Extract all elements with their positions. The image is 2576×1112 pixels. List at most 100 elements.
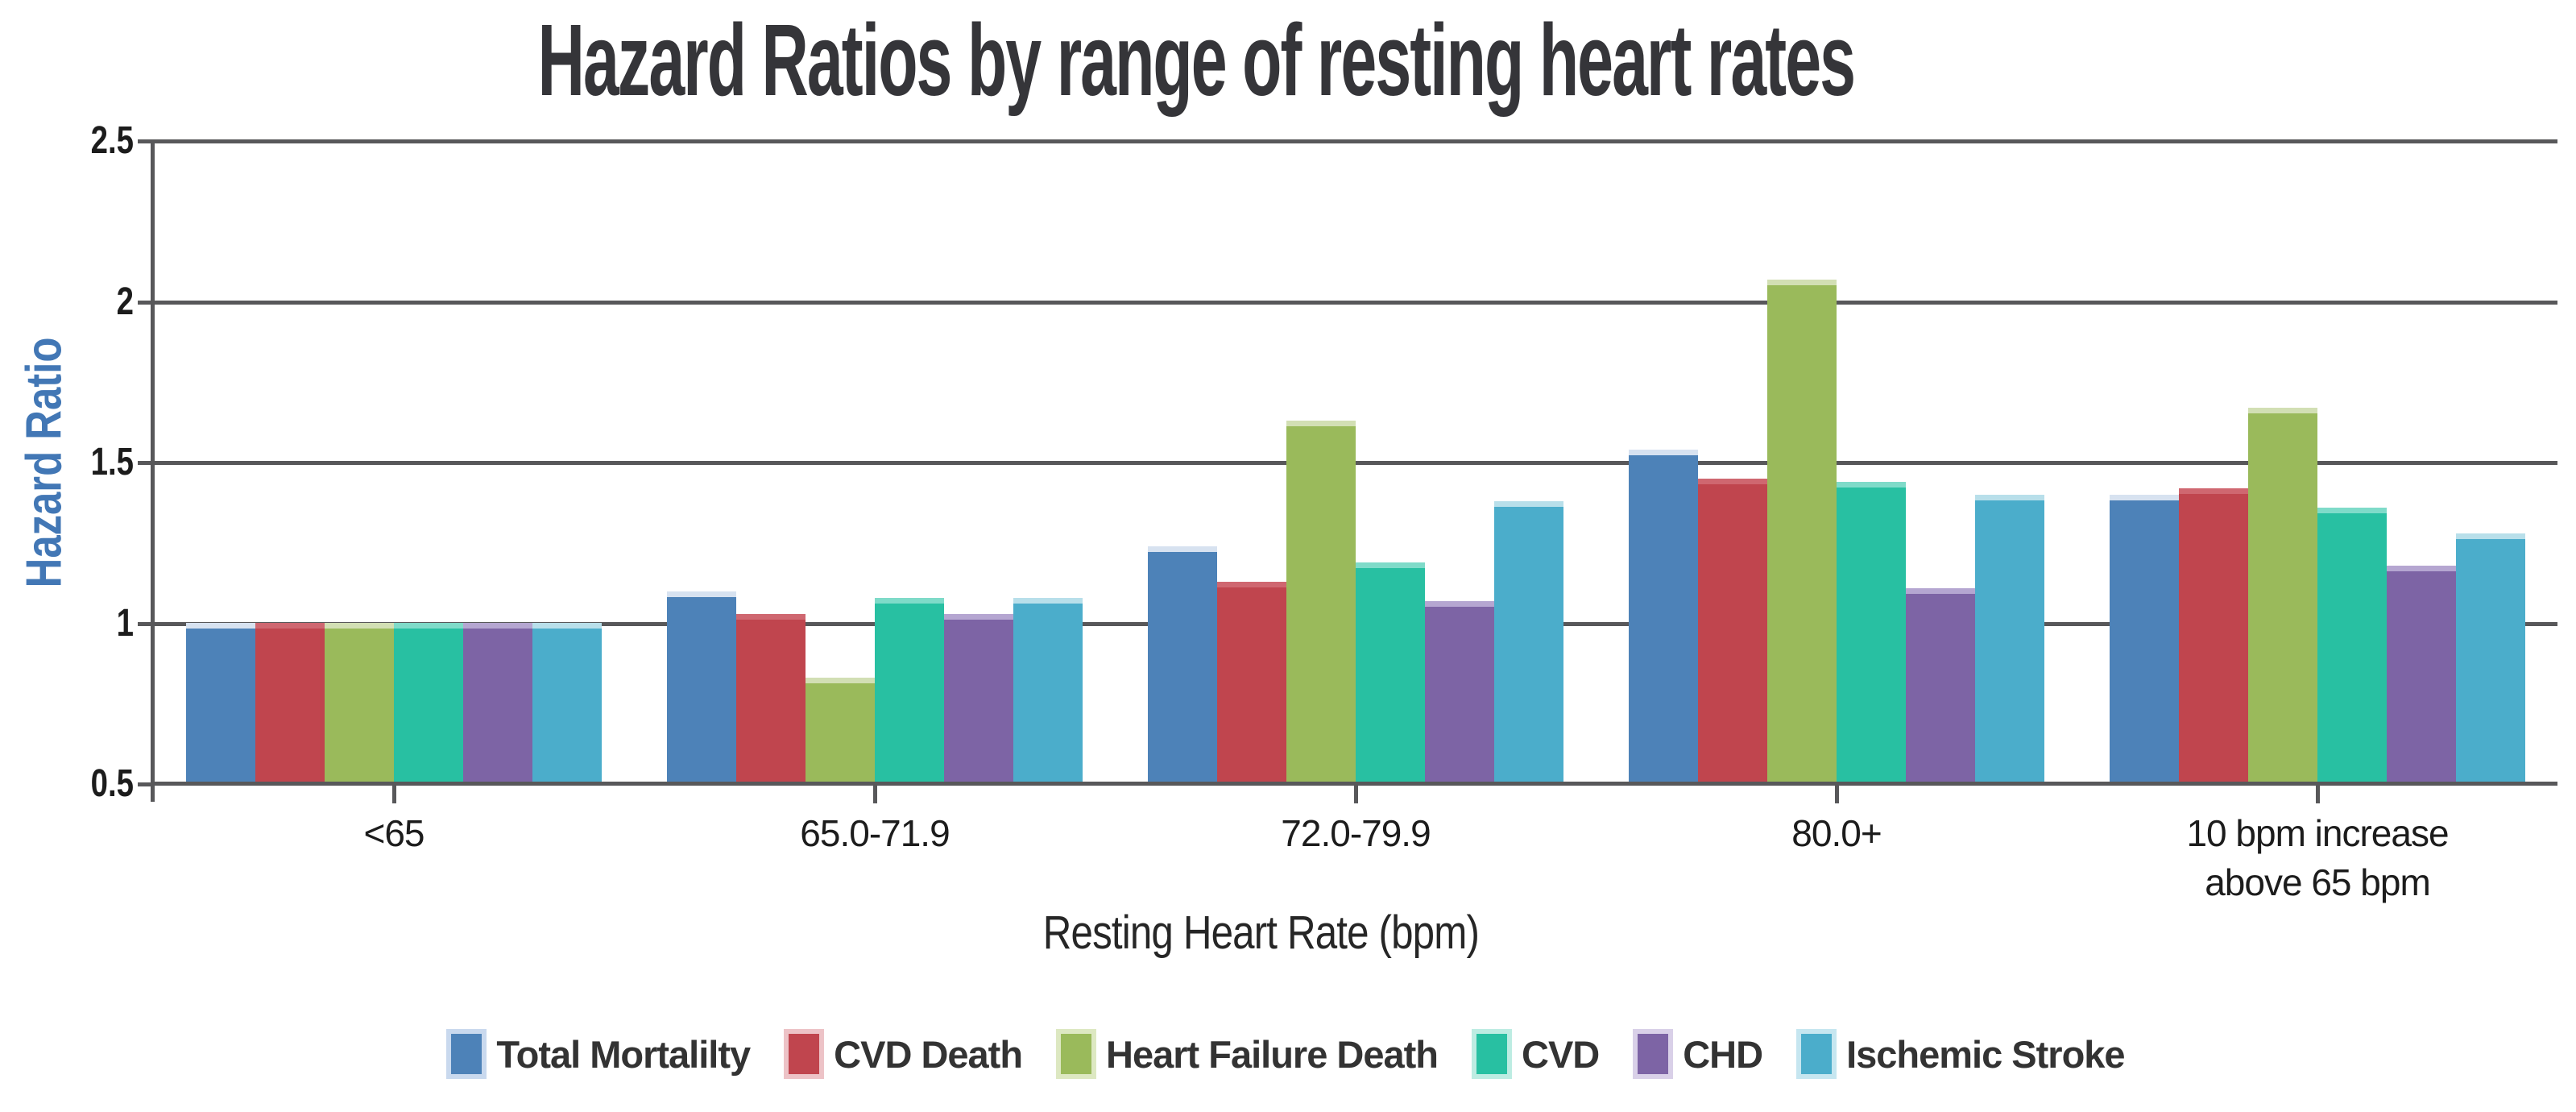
y-tick-mark-1 (138, 621, 153, 626)
plot-area (153, 139, 2557, 784)
x-category-label-4: 80.0+ (1791, 812, 1882, 854)
legend-swatch (1801, 1034, 1833, 1074)
bar-top-highlight (1217, 582, 1286, 587)
bar-top-highlight (463, 623, 532, 629)
bar-cvd-cat3 (1356, 562, 1425, 784)
bar-heart-failure-death-cat1 (325, 623, 394, 784)
legend-swatch (789, 1034, 820, 1074)
legend-item-total-mortalilty: Total Mortalilty (451, 1032, 751, 1077)
y-tick-label-2.5: 2.5 (90, 119, 134, 162)
x-axis-title: Resting Heart Rate (bpm) (1042, 907, 1479, 959)
bar-top-highlight (2317, 508, 2387, 513)
x-category-label-1: <65 (363, 812, 425, 854)
bar-total-mortalilty-cat5 (2110, 495, 2179, 784)
bar-cvd-death-cat2 (736, 614, 806, 784)
bar-chd-cat2 (944, 614, 1013, 784)
bar-top-highlight (1013, 598, 1083, 604)
legend-item-ischemic-stroke: Ischemic Stroke (1801, 1032, 2126, 1077)
bar-top-highlight (1629, 450, 1698, 455)
legend-swatch (1638, 1034, 1669, 1074)
bar-top-highlight (2387, 566, 2456, 571)
y-tick-mark-0.5 (138, 782, 153, 786)
bar-top-highlight (1286, 421, 1356, 426)
bar-chd-cat5 (2387, 566, 2456, 784)
bar-top-highlight (1767, 280, 1837, 285)
bar-heart-failure-death-cat5 (2248, 408, 2317, 784)
bar-cvd-death-cat3 (1217, 582, 1286, 784)
bar-top-highlight (1494, 501, 1563, 507)
bar-top-highlight (667, 591, 736, 597)
y-tick-mark-2.5 (138, 139, 153, 143)
bar-top-highlight (2248, 408, 2317, 413)
legend-label: CHD (1683, 1032, 1763, 1076)
bar-top-highlight (736, 614, 806, 620)
bar-chd-cat4 (1906, 588, 1975, 784)
bar-top-highlight (1356, 562, 1425, 568)
x-category-label-5: 10 bpm increase above 65 bpm (2186, 812, 2449, 903)
y-tick-label-1: 1 (116, 601, 134, 645)
legend-swatch (1476, 1034, 1507, 1074)
bar-heart-failure-death-cat4 (1767, 280, 1837, 784)
bar-top-highlight (944, 614, 1013, 620)
bar-top-highlight (1837, 482, 1906, 488)
x-category-label-2: 65.0-71.9 (800, 812, 950, 854)
y-tick-label-1.5: 1.5 (90, 441, 134, 483)
x-tick-mark-cat3 (1354, 784, 1358, 803)
bar-heart-failure-death-cat3 (1286, 421, 1356, 784)
bar-cvd-death-cat1 (255, 623, 325, 784)
bar-top-highlight (255, 623, 325, 629)
bar-chd-cat1 (463, 623, 532, 784)
legend-label: CVD Death (834, 1032, 1023, 1076)
x-axis-baseline (151, 782, 2557, 786)
bar-cvd-cat5 (2317, 508, 2387, 784)
bar-ischemic-stroke-cat5 (2456, 533, 2525, 784)
legend: Total Mortalilty CVD Death Heart Failure D… (0, 1017, 2576, 1091)
legend-label: CVD (1522, 1032, 1600, 1076)
legend-swatch (451, 1034, 482, 1074)
bar-heart-failure-death-cat2 (806, 678, 875, 784)
x-axis-title-row: Resting Heart Rate (bpm) (0, 906, 2521, 960)
bar-ischemic-stroke-cat1 (532, 623, 602, 784)
y-tick-mark-1.5 (138, 461, 153, 465)
legend-label: Ischemic Stroke (1846, 1032, 2126, 1076)
bar-top-highlight (2456, 533, 2525, 539)
bar-top-highlight (186, 623, 255, 629)
bar-ischemic-stroke-cat2 (1013, 598, 1083, 784)
y-tick-label-2: 2 (116, 280, 134, 323)
legend-label: Heart Failure Death (1106, 1032, 1439, 1076)
bar-top-highlight (1906, 588, 1975, 594)
bar-cvd-cat2 (875, 598, 944, 784)
bar-ischemic-stroke-cat3 (1494, 501, 1563, 784)
bar-chd-cat3 (1425, 601, 1494, 784)
bar-total-mortalilty-cat1 (186, 623, 255, 784)
y-tick-label-0.5: 0.5 (90, 762, 134, 805)
gridline-2.5 (153, 139, 2557, 143)
bar-cvd-death-cat5 (2179, 488, 2248, 784)
y-tick-mark-2 (138, 300, 153, 305)
legend-item-heart-failure-death: Heart Failure Death (1061, 1032, 1439, 1077)
bar-top-highlight (1698, 479, 1767, 484)
legend-label: Total Mortalilty (496, 1032, 751, 1076)
bar-ischemic-stroke-cat4 (1975, 495, 2044, 784)
bar-top-highlight (532, 623, 602, 629)
legend-swatch (1061, 1034, 1092, 1074)
bar-top-highlight (325, 623, 394, 629)
legend-item-cvd-death: CVD Death (789, 1032, 1023, 1077)
x-tick-mark-cat2 (873, 784, 877, 803)
x-tick-mark-cat4 (1835, 784, 1839, 803)
bar-total-mortalilty-cat4 (1629, 450, 1698, 784)
bar-total-mortalilty-cat2 (667, 591, 736, 784)
bar-top-highlight (806, 678, 875, 683)
x-category-label-3: 72.0-79.9 (1281, 812, 1431, 854)
chart-title: Hazard Ratios by range of resting heart … (537, 3, 1856, 117)
bar-total-mortalilty-cat3 (1148, 546, 1217, 784)
y-axis-line (151, 139, 155, 802)
bar-top-highlight (2110, 495, 2179, 500)
bar-top-highlight (2179, 488, 2248, 494)
bar-top-highlight (1425, 601, 1494, 607)
legend-item-cvd: CVD (1476, 1032, 1600, 1077)
bar-top-highlight (875, 598, 944, 604)
x-tick-mark-cat1 (392, 784, 396, 803)
bar-top-highlight (1148, 546, 1217, 552)
